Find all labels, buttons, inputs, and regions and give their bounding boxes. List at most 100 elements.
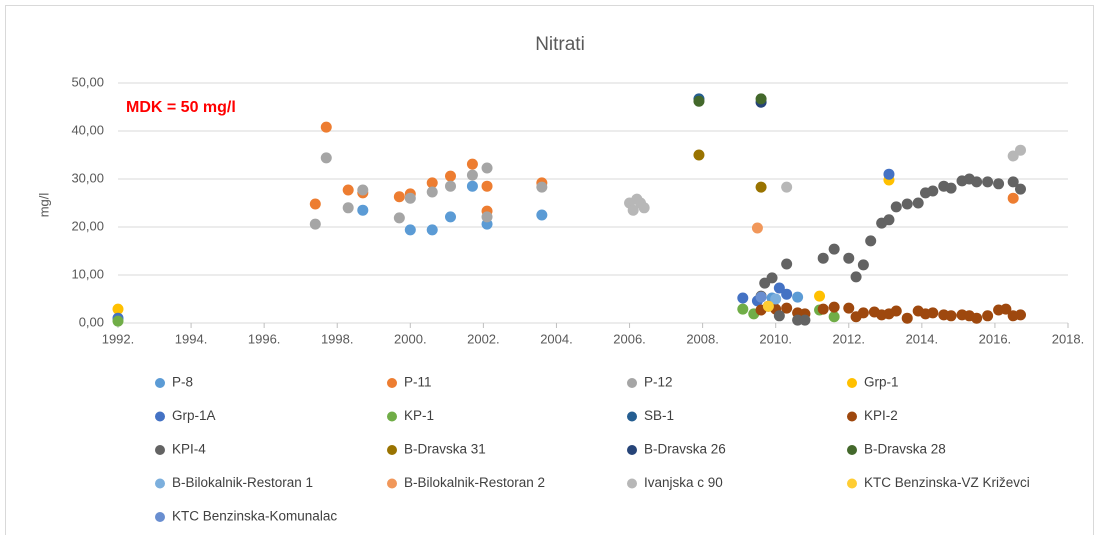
point [755, 93, 767, 105]
legend-text: P-11 [404, 375, 432, 390]
x-tick-label: 2012. [832, 331, 865, 346]
legend-text: B-Bilokalnik-Restoran 1 [172, 475, 313, 490]
x-tick-label: 2004. [540, 331, 573, 346]
y-tick-label: 30,00 [71, 170, 104, 185]
point [945, 182, 957, 194]
legend-text: KPI-4 [172, 442, 206, 457]
x-tick-label: 1992. [102, 331, 135, 346]
point [828, 243, 840, 255]
point [890, 201, 902, 213]
point [901, 198, 913, 210]
point [627, 204, 639, 216]
point [901, 312, 913, 324]
x-tick-label: 1998. [321, 331, 354, 346]
legend-marker [387, 378, 397, 388]
point [927, 185, 939, 197]
point [737, 303, 749, 315]
point [843, 252, 855, 264]
legend-text: Grp-1 [864, 375, 899, 390]
point [466, 158, 478, 170]
legend-text: B-Bilokalnik-Restoran 2 [404, 475, 545, 490]
legend-marker [847, 445, 857, 455]
legend-marker [847, 411, 857, 422]
point [445, 170, 456, 182]
point [481, 180, 493, 192]
point [466, 180, 478, 192]
point [770, 293, 782, 305]
legend-text: Grp-1A [172, 408, 216, 423]
y-tick-label: 50,00 [71, 74, 104, 89]
point [320, 121, 332, 133]
point [536, 209, 548, 221]
legend-text: P-8 [172, 375, 193, 390]
legend-marker [387, 478, 397, 489]
point [536, 181, 548, 193]
y-tick-label: 10,00 [71, 266, 104, 281]
legend-marker [155, 478, 165, 489]
point [342, 202, 354, 214]
point [890, 305, 902, 317]
point [112, 315, 124, 327]
point [971, 312, 983, 324]
y-tick-label: 20,00 [71, 218, 104, 233]
legend-marker [847, 478, 857, 489]
point [766, 272, 778, 284]
point [755, 181, 767, 193]
legend-marker [155, 445, 165, 455]
legend-marker [387, 411, 397, 422]
point [1015, 309, 1026, 321]
point [799, 314, 811, 326]
point [638, 202, 650, 214]
point [850, 271, 862, 283]
point [426, 177, 438, 189]
legend-marker [155, 411, 165, 422]
point [843, 302, 855, 314]
point [781, 181, 793, 193]
annotation: MDK = 50 mg/l [126, 99, 236, 116]
point [112, 303, 124, 315]
legend-text: KP-1 [404, 408, 434, 423]
point [817, 252, 829, 264]
legend-text: B-Dravska 26 [644, 442, 726, 457]
point [1007, 176, 1019, 188]
legend-marker [155, 512, 165, 522]
point [792, 291, 804, 303]
legend-marker [627, 411, 637, 422]
point [309, 218, 321, 230]
point [773, 310, 785, 322]
point [404, 192, 416, 204]
point [912, 197, 924, 209]
point [781, 302, 793, 314]
point [883, 214, 895, 226]
legend-text: KTC Benzinska-Komunalac [172, 509, 337, 524]
point [927, 307, 939, 319]
legend-text: KTC Benzinska-VZ Križevci [864, 475, 1030, 490]
point [393, 212, 405, 224]
point [993, 178, 1005, 190]
point [857, 307, 869, 319]
point [320, 152, 332, 164]
x-tick-label: 2016. [979, 331, 1012, 346]
point [971, 176, 983, 188]
point [342, 184, 354, 196]
point [309, 198, 321, 210]
x-tick-label: 2000. [394, 331, 427, 346]
chart-border [5, 5, 1094, 535]
y-tick-label: 40,00 [71, 122, 104, 137]
legend-text: Ivanjska c 90 [644, 475, 723, 490]
point [828, 301, 840, 313]
legend-marker [627, 378, 637, 388]
y-tick-label: 0,00 [79, 314, 104, 329]
point [357, 184, 369, 196]
point [445, 211, 456, 223]
x-tick-label: 2002. [467, 331, 500, 346]
point [817, 303, 829, 315]
point [1015, 183, 1026, 195]
point [466, 169, 478, 181]
legend-marker [387, 445, 397, 455]
point [814, 290, 826, 302]
point [357, 204, 369, 216]
chart-title: Nitrati [535, 34, 585, 55]
legend-text: P-12 [644, 375, 673, 390]
point [445, 180, 456, 192]
